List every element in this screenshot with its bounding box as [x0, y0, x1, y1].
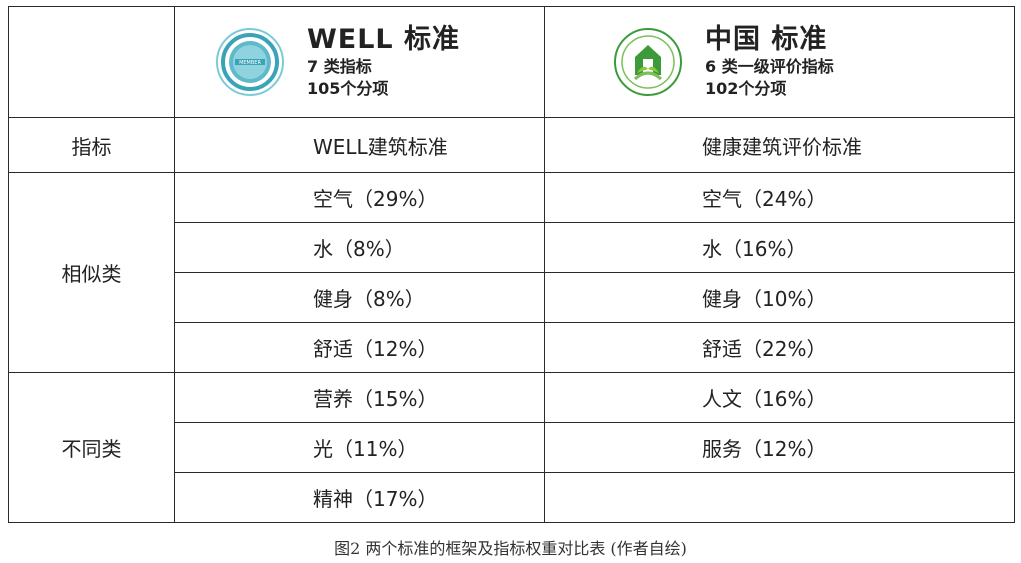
- well-cell: 舒适（12%）: [174, 322, 545, 373]
- china-cell-empty: [544, 472, 1015, 523]
- china-cell: 人文（16%）: [544, 372, 1015, 423]
- china-category-count: 6 类一级评价指标: [705, 57, 834, 76]
- china-cell: 服务（12%）: [544, 422, 1015, 473]
- table-row: 水（8%） 水（16%）: [9, 222, 1015, 273]
- well-cell: 光（11%）: [174, 422, 545, 473]
- label-row: 指标 WELL建筑标准 健康建筑评价标准: [8, 117, 1015, 173]
- well-cell: 精神（17%）: [174, 472, 545, 523]
- well-item-count: 105个分项: [307, 79, 389, 98]
- group-label-similar: 相似类: [8, 172, 175, 373]
- well-standard-label: WELL建筑标准: [174, 117, 545, 173]
- group-label-different: 不同类: [8, 372, 175, 523]
- well-logo-icon: MEMBER: [216, 28, 284, 96]
- figure-caption: 图2 两个标准的框架及指标权重对比表 (作者自绘): [334, 539, 687, 558]
- well-title: WELL 标准: [307, 24, 461, 55]
- comparison-table: MEMBER WELL 标准 7 类指标 105个分项: [8, 6, 1015, 523]
- china-cell: 健身（10%）: [544, 272, 1015, 323]
- table-row: 不同类 营养（15%） 人文（16%）: [8, 372, 1015, 523]
- table-row: 精神（17%）: [9, 472, 1015, 523]
- svg-text:MEMBER: MEMBER: [239, 60, 261, 66]
- well-cell: 营养（15%）: [174, 372, 545, 423]
- well-cell: 水（8%）: [174, 222, 545, 273]
- china-header-cell: 中国 标准 6 类一级评价指标 102个分项: [544, 6, 1015, 118]
- china-title: 中国 标准: [705, 24, 828, 55]
- china-cell: 舒适（22%）: [544, 322, 1015, 373]
- china-item-count: 102个分项: [705, 79, 787, 98]
- table-row: 健身（8%） 健身（10%）: [9, 272, 1015, 323]
- china-standard-label: 健康建筑评价标准: [544, 117, 1015, 173]
- well-header-cell: MEMBER WELL 标准 7 类指标 105个分项: [174, 6, 545, 118]
- indicator-label: 指标: [8, 117, 175, 173]
- well-cell: 健身（8%）: [174, 272, 545, 323]
- table-row: 舒适（12%） 舒适（22%）: [9, 322, 1015, 373]
- china-cell: 空气（24%）: [544, 172, 1015, 223]
- well-cell: 空气（29%）: [174, 172, 545, 223]
- china-cell: 水（16%）: [544, 222, 1015, 273]
- corner-cell: [8, 6, 175, 118]
- table-row: 相似类 空气（29%） 空气（24%）: [8, 172, 1015, 373]
- china-logo-icon: [614, 28, 682, 96]
- header-row: MEMBER WELL 标准 7 类指标 105个分项: [8, 6, 1015, 118]
- well-category-count: 7 类指标: [307, 57, 372, 76]
- table-row: 光（11%） 服务（12%）: [9, 422, 1015, 473]
